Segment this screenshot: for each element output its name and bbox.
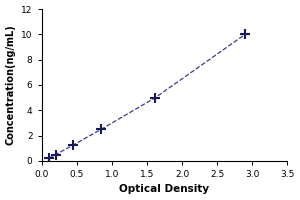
Y-axis label: Concentration(ng/mL): Concentration(ng/mL): [6, 25, 16, 145]
X-axis label: Optical Density: Optical Density: [119, 184, 209, 194]
